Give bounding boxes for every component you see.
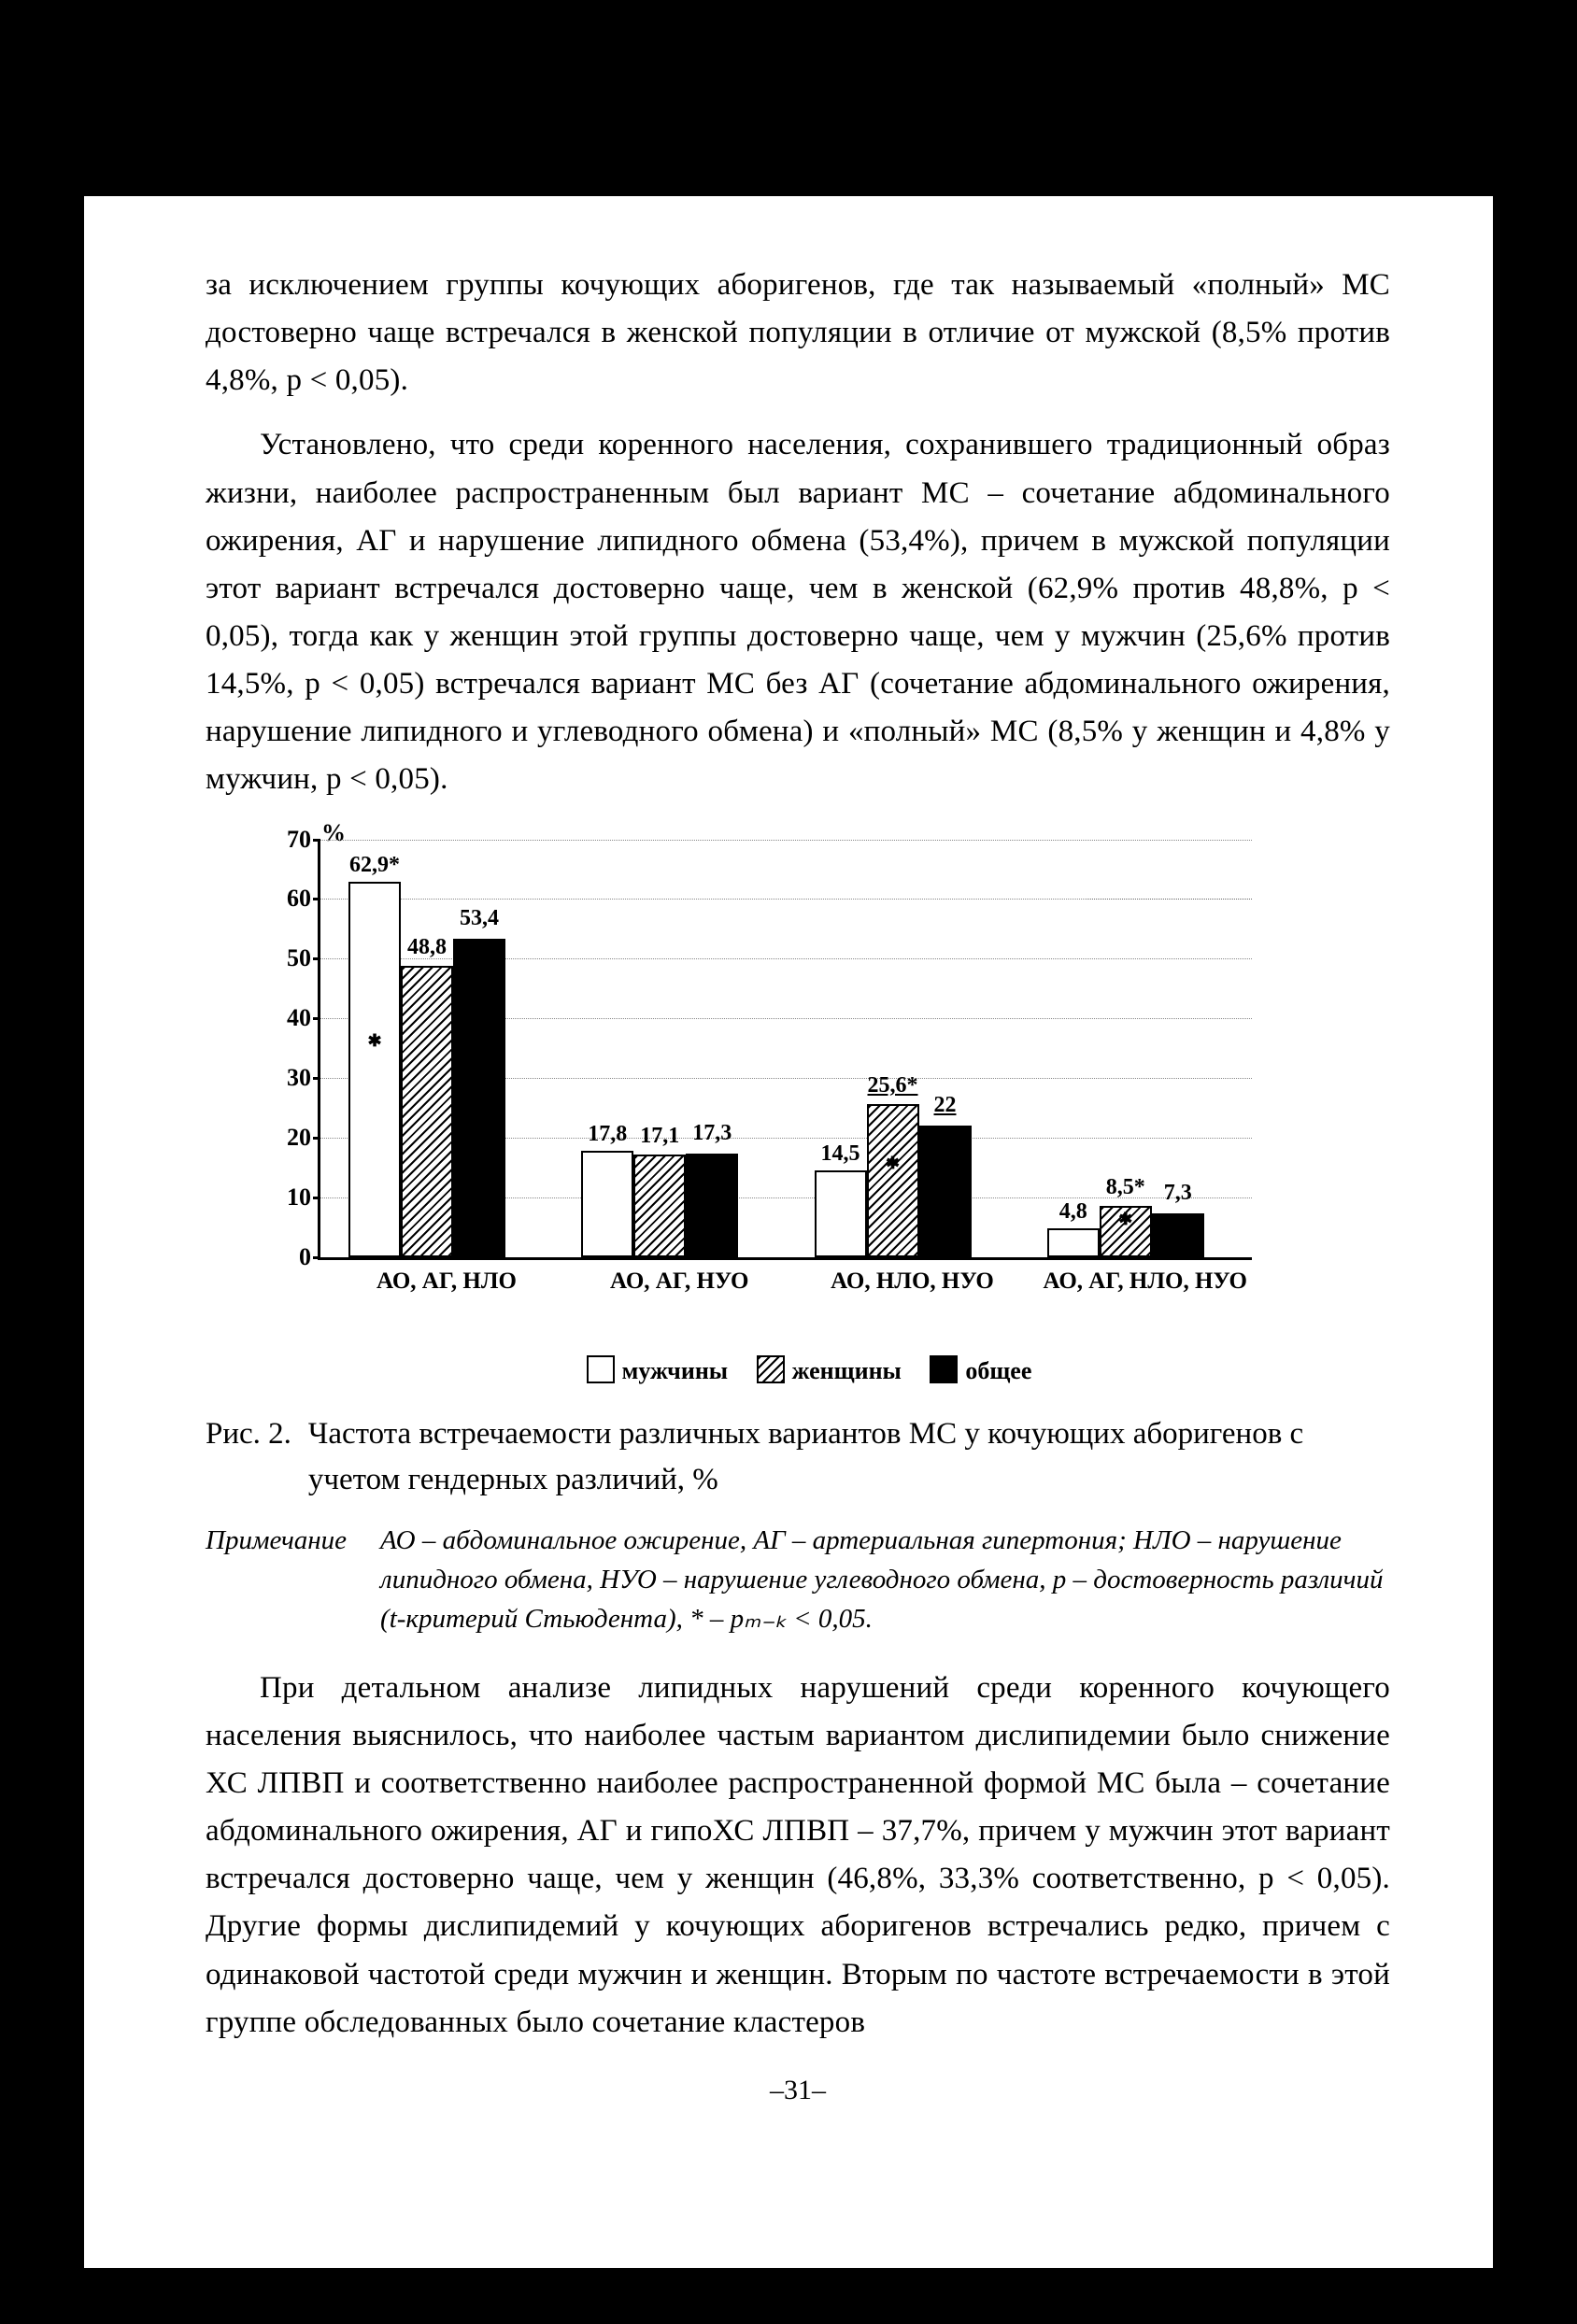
bar-value-label: 17,8 (588, 1122, 627, 1147)
bar-value-label: 17,1 (640, 1124, 679, 1149)
bar-женщины (867, 1104, 919, 1256)
y-tick-mark (313, 839, 320, 842)
bar-value-label: 48,8 (407, 935, 447, 960)
paragraph-3: При детальном анализе липидных нарушений… (206, 1665, 1390, 2047)
scan-frame: за исключением группы кочующих аборигено… (0, 0, 1577, 2324)
bar-value-label: 17,3 (692, 1121, 732, 1146)
legend-swatch-women (757, 1355, 785, 1383)
y-tick-mark (313, 1256, 320, 1259)
bar-общее (686, 1154, 738, 1256)
bar-value-label: 25,6* (868, 1073, 918, 1098)
bar-value-label: 14,5 (821, 1141, 860, 1167)
bar-мужчины (581, 1151, 633, 1257)
significance-mark: ✱ (1118, 1210, 1132, 1229)
x-category-label: АО, АГ, НЛО, НУО (1033, 1268, 1257, 1295)
bar-value-label: 4,8 (1059, 1199, 1087, 1225)
bar-общее (453, 939, 505, 1257)
page-number: –31– (206, 2075, 1390, 2106)
y-tick-mark (313, 1017, 320, 1020)
bar-общее (1152, 1213, 1204, 1257)
x-category-label: АО, НЛО, НУО (801, 1268, 1025, 1295)
bar-общее (919, 1126, 972, 1256)
bar-chart: % 01020304050607062,9*✱48,853,4АО, АГ, Н… (243, 821, 1271, 1344)
bar-женщины (401, 966, 453, 1257)
legend-label-all: общее (965, 1357, 1031, 1384)
gridline (320, 840, 1252, 841)
figure-caption: Рис. 2. Частота встречаемости различных … (206, 1411, 1390, 1504)
bar-value-label: 62,9* (349, 853, 400, 878)
bar-value-label: 53,4 (460, 906, 499, 931)
bar-мужчины (815, 1170, 867, 1257)
significance-mark: ✱ (367, 1031, 381, 1051)
y-tick-mark (313, 957, 320, 960)
bar-value-label: 22 (934, 1093, 957, 1118)
gridline (1087, 899, 1252, 900)
bar-value-label: 8,5* (1106, 1175, 1145, 1200)
legend-label-men: мужчины (622, 1357, 729, 1384)
legend-swatch-men (587, 1355, 615, 1383)
y-tick-mark (313, 1197, 320, 1199)
plot-area: 01020304050607062,9*✱48,853,4АО, АГ, НЛО… (318, 840, 1252, 1260)
paragraph-1: за исключением группы кочующих аборигено… (206, 262, 1390, 404)
chart-legend: мужчины женщины общее (206, 1355, 1390, 1385)
figure-2: % 01020304050607062,9*✱48,853,4АО, АГ, Н… (206, 821, 1390, 1385)
significance-mark: ✱ (886, 1154, 900, 1173)
legend-swatch-all (930, 1355, 958, 1383)
bar-мужчины (348, 882, 401, 1257)
y-tick-mark (313, 1077, 320, 1080)
caption-text: Частота встречаемости различных варианто… (308, 1411, 1390, 1504)
x-category-label: АО, АГ, НЛО (334, 1268, 559, 1295)
figure-note: Примечание АО – абдоминальное ожирение, … (206, 1521, 1390, 1638)
caption-label: Рис. 2. (206, 1411, 291, 1504)
y-tick-mark (313, 898, 320, 900)
page: за исключением группы кочующих аборигено… (84, 196, 1493, 2268)
bar-value-label: 7,3 (1164, 1181, 1192, 1206)
note-label: Примечание (206, 1521, 347, 1638)
x-category-label: АО, АГ, НУО (567, 1268, 791, 1295)
bar-мужчины (1047, 1228, 1100, 1257)
y-tick-mark (313, 1137, 320, 1140)
paragraph-2: Установлено, что среди коренного населен… (206, 421, 1390, 803)
legend-label-women: женщины (792, 1357, 902, 1384)
note-text: АО – абдоминальное ожирение, АГ – артери… (380, 1521, 1390, 1638)
bar-женщины (633, 1155, 686, 1256)
